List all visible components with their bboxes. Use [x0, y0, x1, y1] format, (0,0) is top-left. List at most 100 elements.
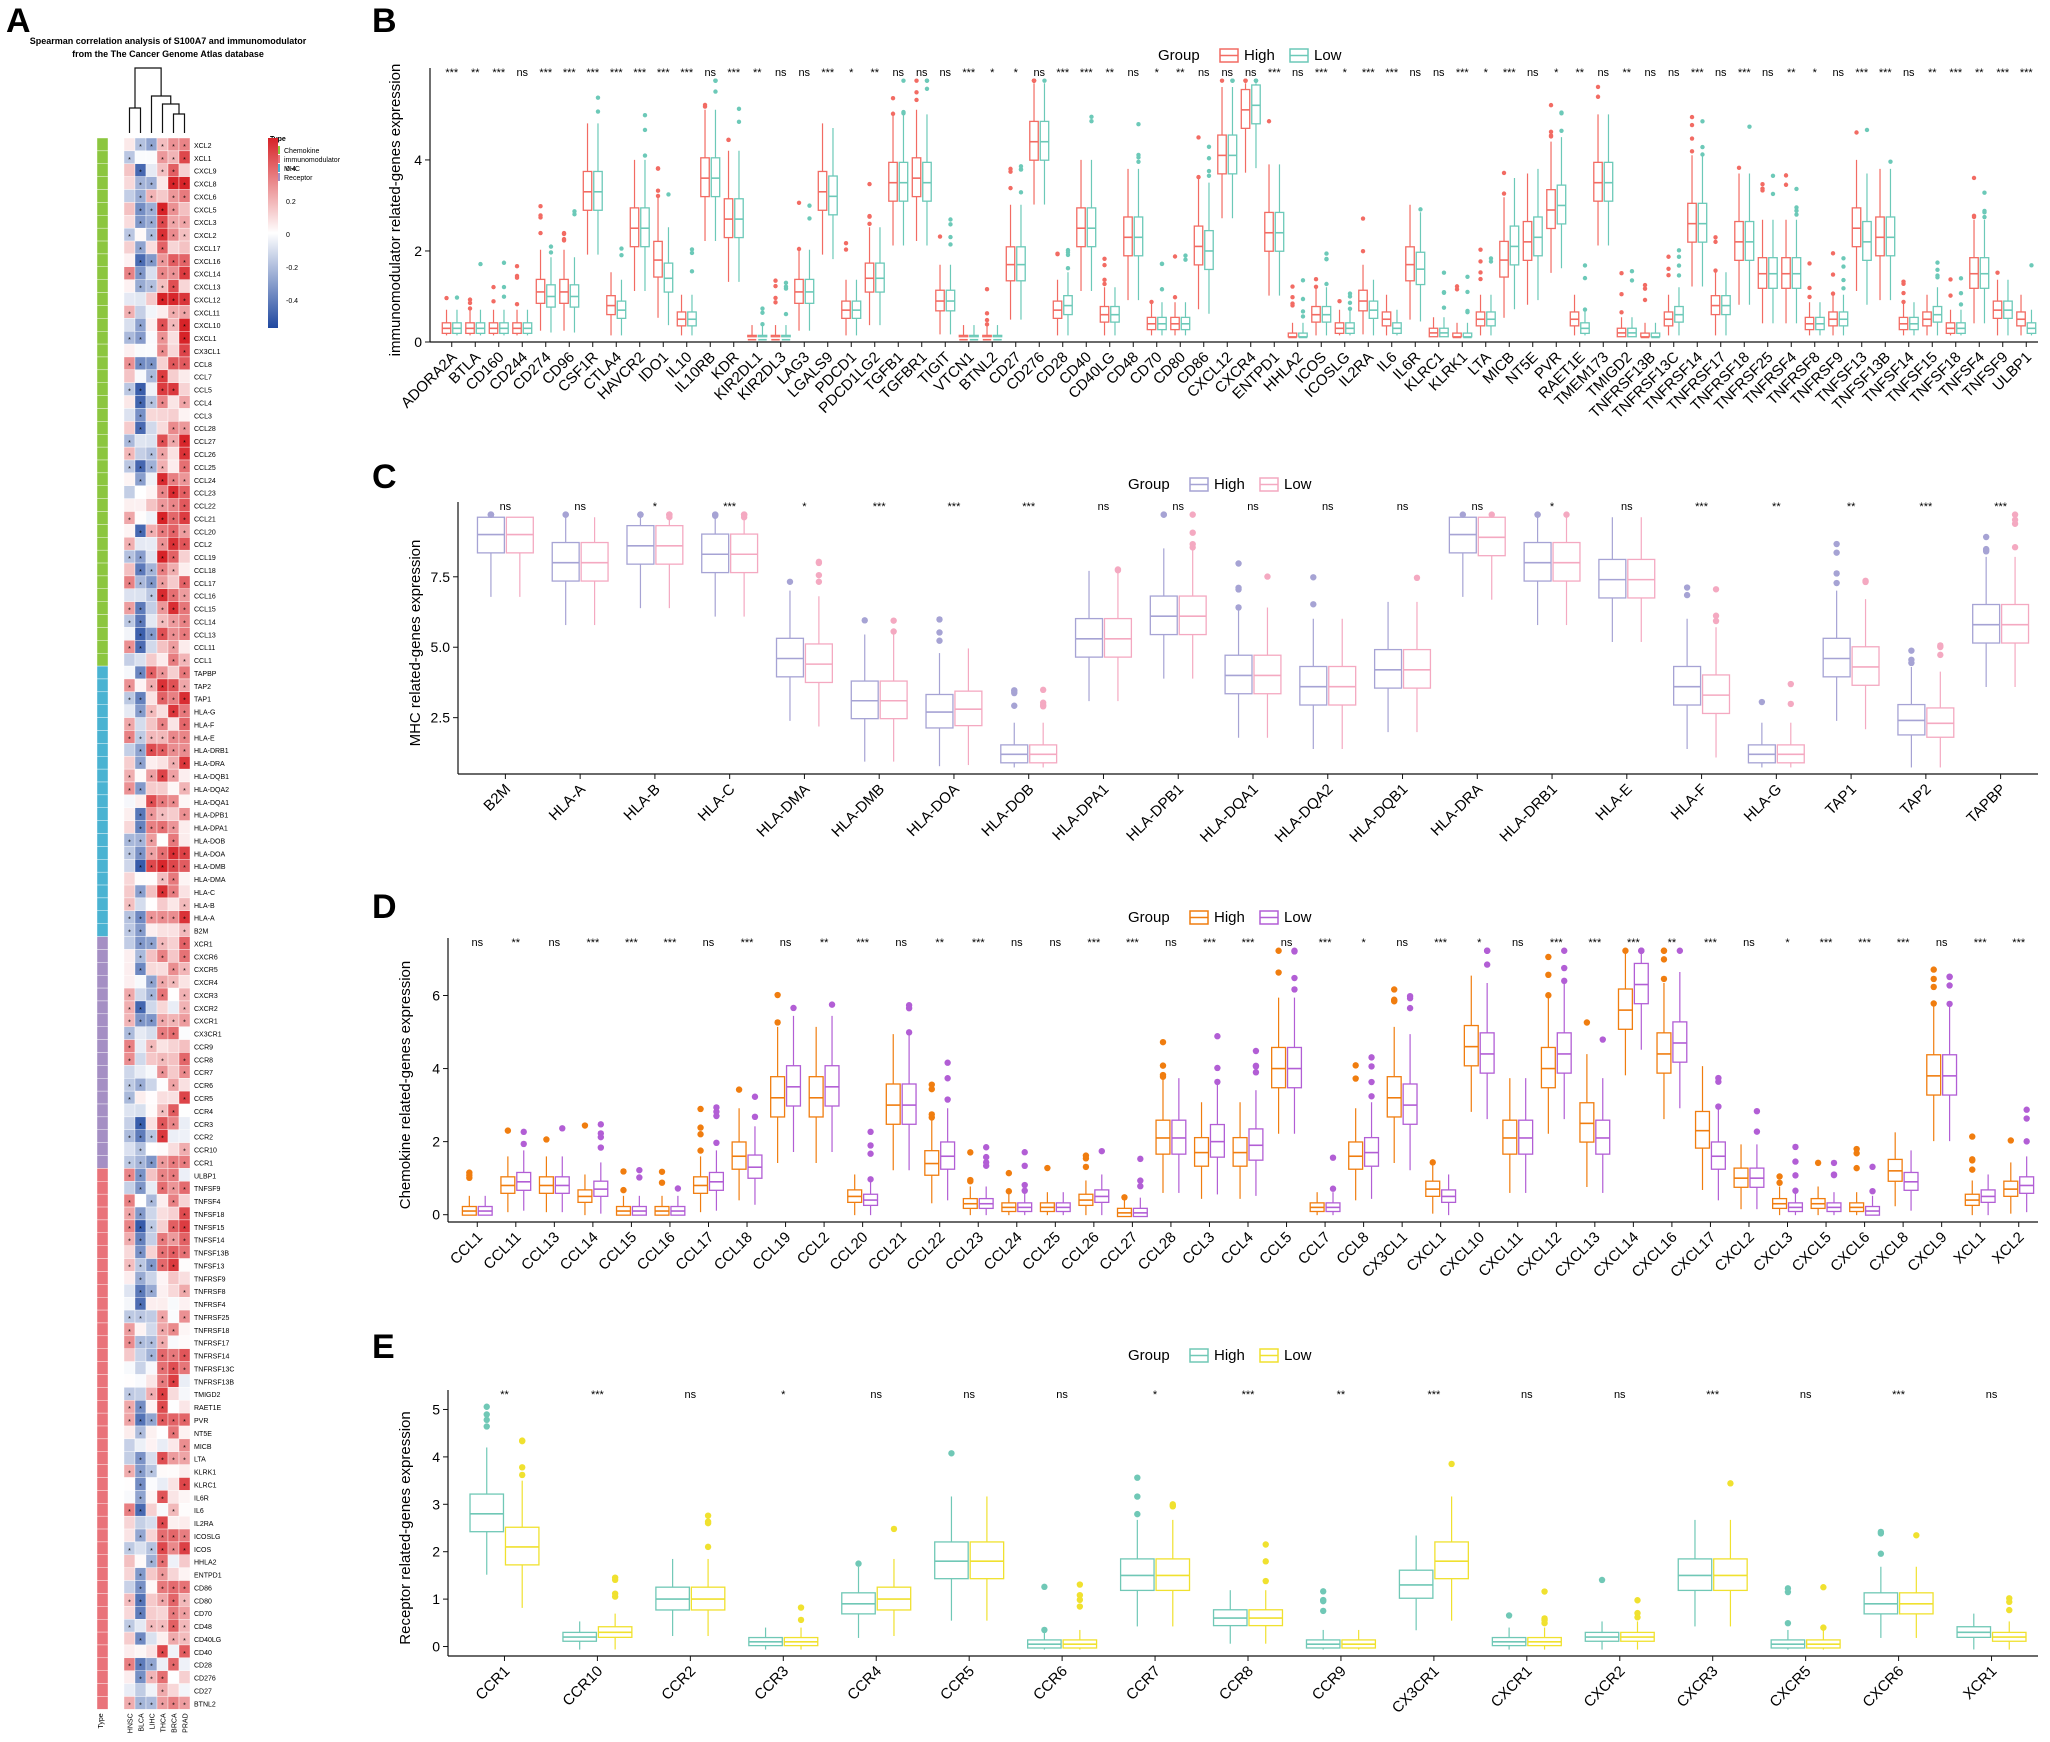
box-low [708, 1104, 725, 1211]
heatmap-row-label: TNFRSF9 [194, 1276, 226, 1283]
box-outlier [1137, 1177, 1144, 1184]
box-outlier [867, 221, 872, 227]
box-low [2003, 279, 2013, 336]
heatmap-significance-star: * [183, 1702, 186, 1709]
box-low [554, 1125, 570, 1213]
significance-label: *** [1456, 67, 1470, 79]
box-outlier [1794, 186, 1799, 192]
heatmap-cell [178, 1168, 191, 1182]
box-outlier [2011, 511, 2019, 518]
box-outlier [914, 78, 919, 83]
box-body [785, 1065, 802, 1107]
x-tick-label: TAP1 [1822, 781, 1860, 819]
heatmap-significance-star: * [150, 1702, 153, 1709]
box-outlier [1290, 284, 1295, 289]
significance-label: *** [972, 937, 986, 949]
heatmap-significance-star: * [161, 852, 164, 859]
box-low [901, 1002, 917, 1171]
heatmap-significance-star: * [172, 839, 175, 846]
heatmap-significance-star: * [172, 363, 175, 370]
heatmap-row-label: CXCL8 [194, 182, 217, 189]
heatmap-row-label: KLRK1 [194, 1470, 216, 1477]
box-outlier [1982, 548, 1990, 555]
heatmap-row-label: CXCL1 [194, 336, 217, 343]
box-body [1193, 225, 1204, 266]
box-body [879, 680, 908, 720]
box-outlier [1930, 983, 1937, 991]
heatmap-cell [123, 962, 136, 976]
heatmap-significance-star: * [128, 1548, 131, 1555]
significance-label: *** [539, 67, 553, 79]
heatmap-significance-star: * [150, 685, 153, 692]
significance-label: *** [1897, 937, 1911, 949]
heatmap-significance-star: * [139, 363, 142, 370]
heatmap-cell [167, 1490, 180, 1504]
box-outlier [674, 1185, 682, 1192]
column-dendrogram [128, 67, 186, 133]
box-outlier [1545, 971, 1552, 979]
box-high [1851, 130, 1862, 292]
heatmap-cell [145, 756, 158, 770]
heatmap-significance-star: * [172, 968, 175, 975]
heatmap-row-label: HLA-DOA [194, 851, 225, 858]
box-outlier [905, 1004, 913, 1012]
box-low [1509, 178, 1520, 310]
heatmap-cell [134, 897, 147, 911]
box-low [1864, 1163, 1881, 1216]
heatmap-cell [145, 601, 158, 615]
heatmap-cell [178, 1567, 191, 1581]
heatmap-title-line2: from the The Cancer Genome Atlas databas… [72, 49, 264, 59]
box-high [582, 123, 593, 255]
box-low [1132, 1155, 1148, 1218]
box-outlier [1877, 1530, 1885, 1537]
heatmap-cell [123, 1644, 136, 1659]
box-outlier [2011, 544, 2019, 551]
heatmap-significance-star: * [183, 337, 186, 344]
box-low [1815, 302, 1825, 336]
box-outlier [1901, 299, 1906, 305]
x-tick-label: HLA-DOB [978, 781, 1037, 840]
panel-label-b: B [372, 2, 397, 40]
heatmap-significance-star: * [183, 363, 186, 370]
heatmap-significance-star: * [161, 1548, 164, 1555]
type-annotation-cell [96, 1168, 109, 1182]
heatmap-cell [134, 794, 147, 808]
heatmap-cell [145, 691, 158, 705]
box-outlier [924, 78, 930, 83]
heatmap-significance-star: * [183, 221, 186, 228]
box-body [1522, 220, 1533, 261]
box-low [1204, 144, 1214, 314]
box-body [469, 1493, 505, 1533]
heatmap-cell [145, 717, 158, 731]
box-outlier [1776, 1173, 1783, 1180]
box-body [817, 170, 828, 211]
type-annotation-cell [96, 202, 109, 216]
box-outlier [1089, 118, 1094, 124]
heatmap-significance-star: * [150, 234, 153, 241]
heatmap-significance-star: * [128, 1058, 131, 1065]
heatmap-row-label: TNFRSF13C [194, 1366, 234, 1373]
box-body [1744, 220, 1755, 261]
box-outlier [1676, 947, 1684, 954]
heatmap-row-label: TNFRSF14 [194, 1354, 230, 1361]
heatmap-significance-star: * [139, 1702, 142, 1709]
x-tick-label: HLA-DQB1 [1346, 781, 1411, 846]
heatmap-cell [145, 923, 158, 937]
box-outlier [1031, 78, 1037, 83]
heatmap-row-label: HLA-DQB1 [194, 774, 229, 781]
heatmap-row-label: CXCR2 [194, 1006, 218, 1013]
significance-label: ns [775, 67, 787, 79]
heatmap-significance-star: * [183, 1599, 186, 1606]
box-body [1217, 134, 1227, 175]
significance-label: * [990, 67, 995, 79]
box-outlier [1169, 1502, 1176, 1509]
heatmap-cell [123, 859, 136, 873]
heatmap-significance-star: * [161, 955, 164, 962]
significance-label: *** [856, 937, 870, 949]
y-axis-title: Chemokine related-genes expression [397, 961, 414, 1209]
type-annotation-cell [96, 1284, 109, 1298]
significance-label: *** [1022, 501, 1036, 513]
heatmap-cell [145, 614, 158, 628]
heatmap-significance-star: * [161, 221, 164, 228]
